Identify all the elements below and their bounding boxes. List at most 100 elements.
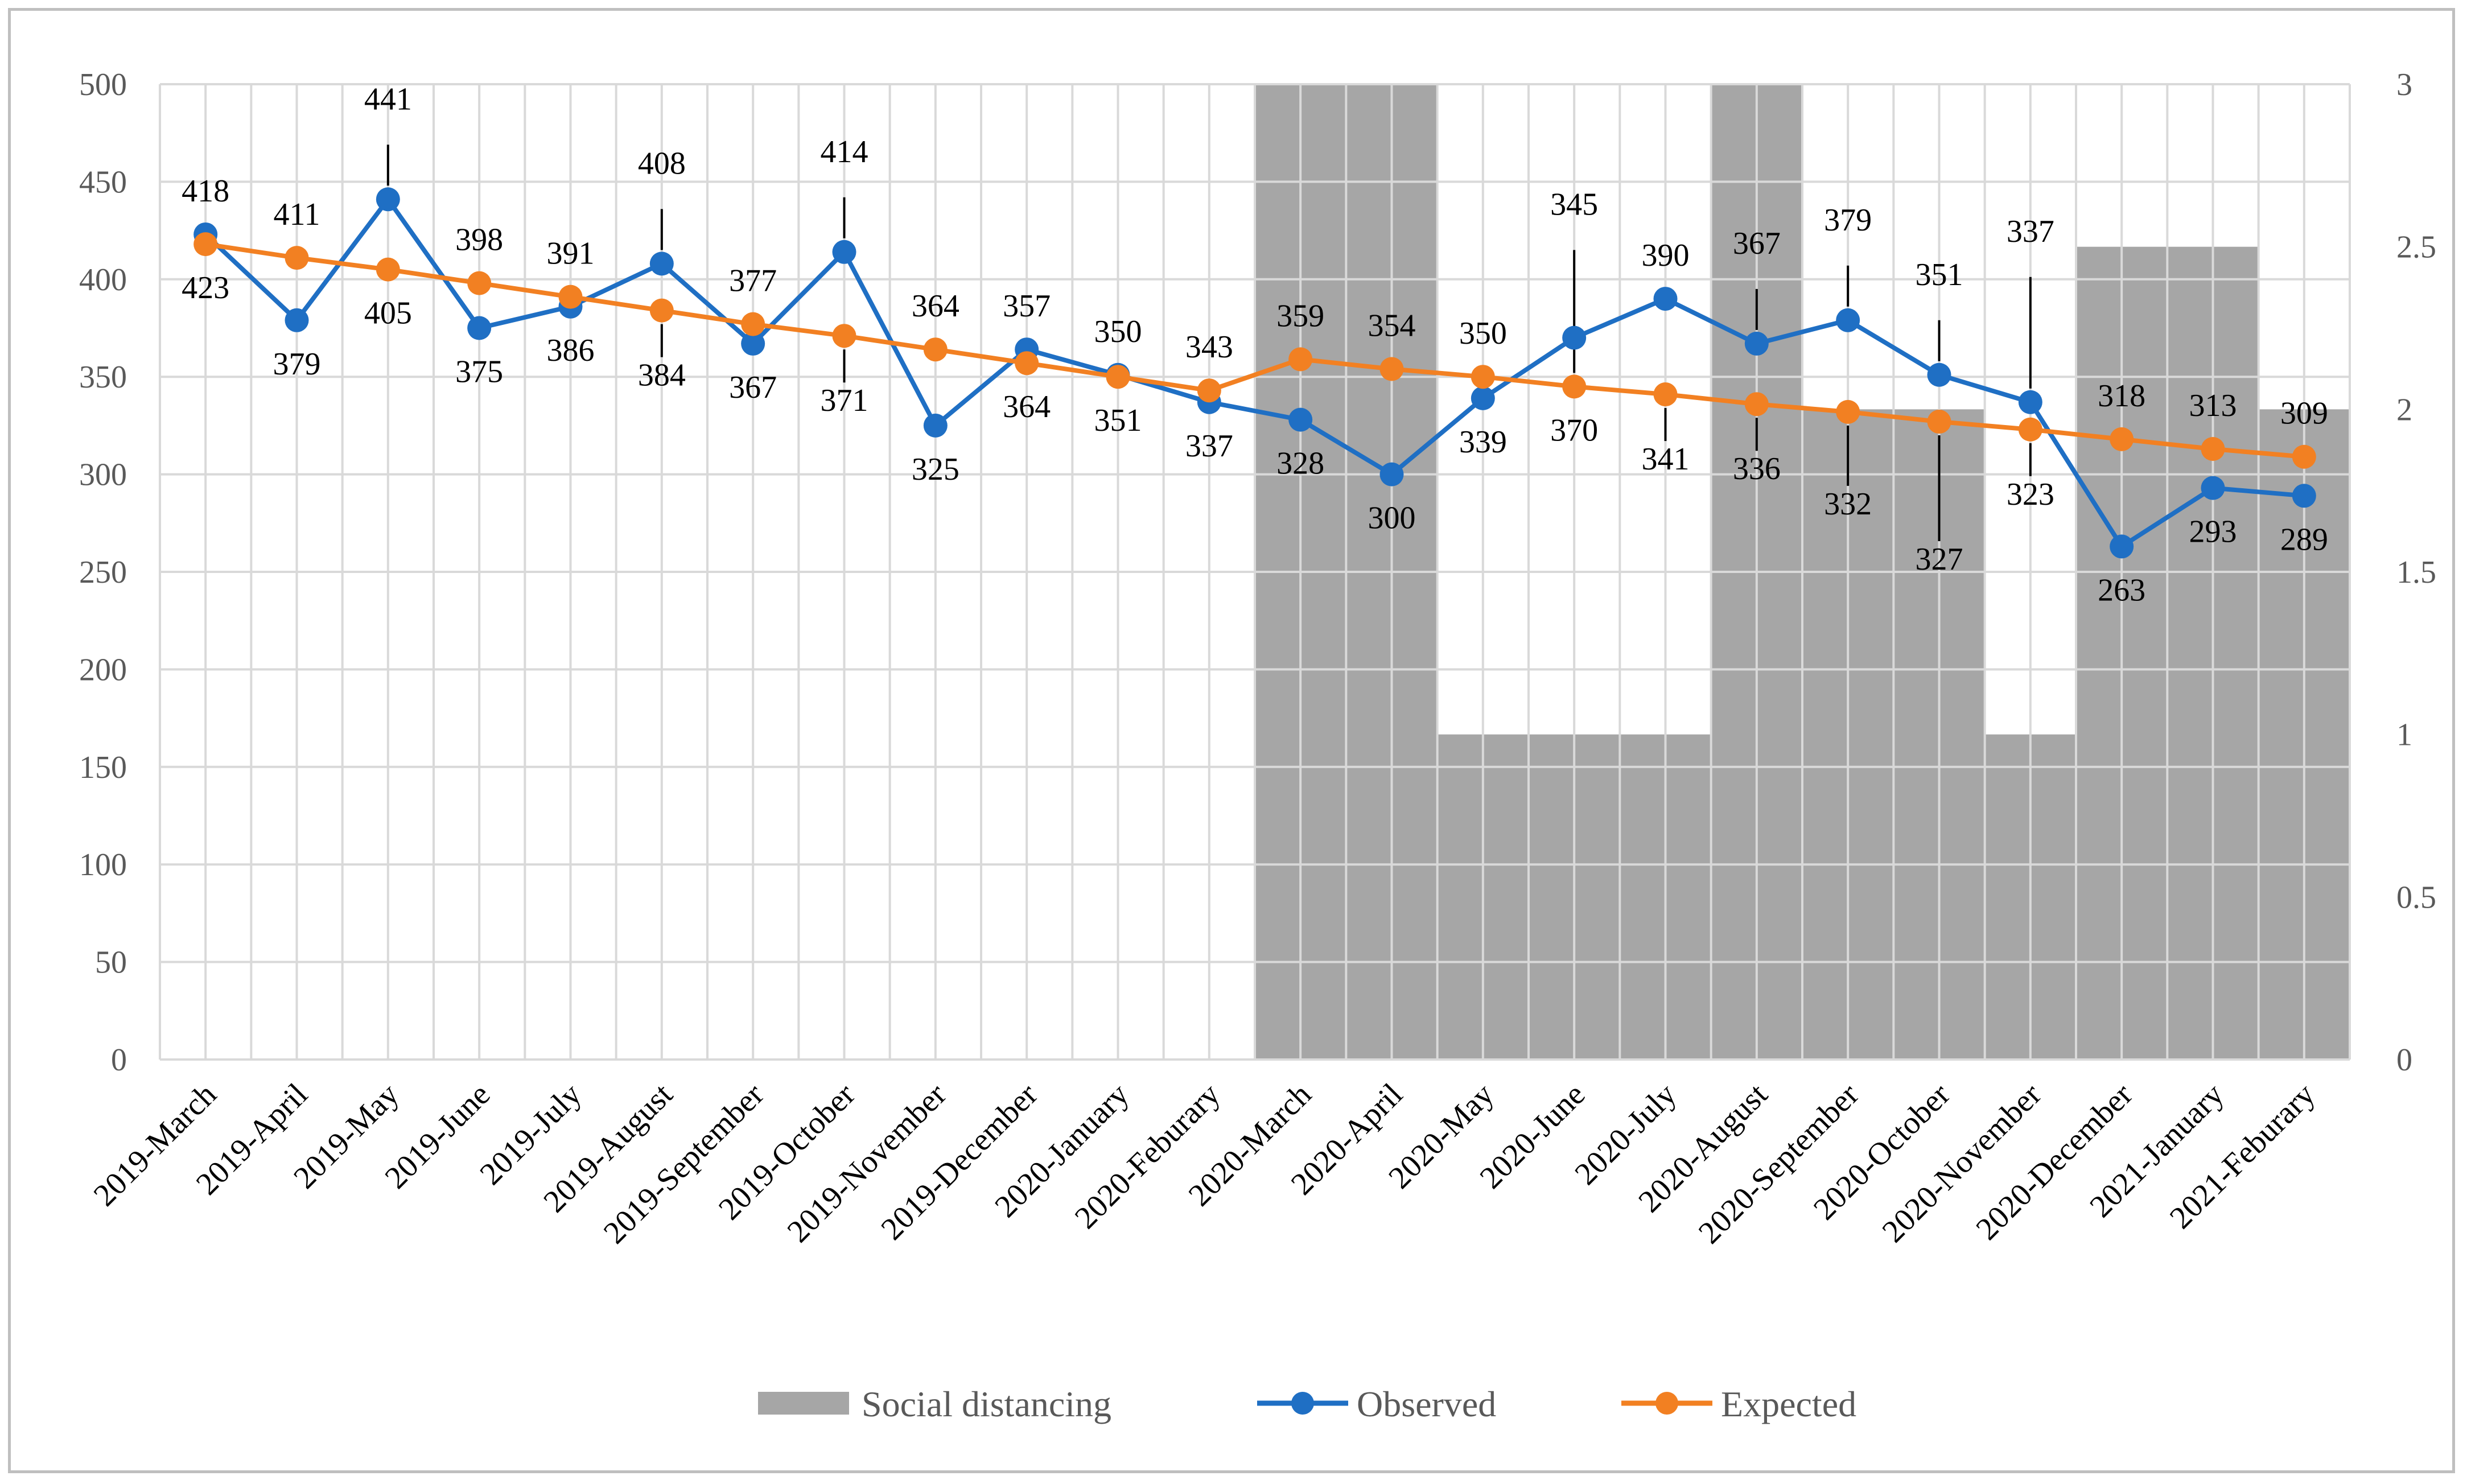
x-tick-label-2020-December: 2020-December xyxy=(1969,1077,2139,1247)
point-observed-2019-October xyxy=(832,240,856,264)
y2-tick-label-2.5: 2.5 xyxy=(2396,230,2436,265)
line-observed xyxy=(204,197,2305,549)
data-label-expected-2019-October: 371 xyxy=(821,383,868,418)
data-label-observed-2020-December: 263 xyxy=(2098,572,2145,608)
data-label-observed-2019-September: 367 xyxy=(729,370,777,405)
x-tick-label-2019-December: 2019-December xyxy=(874,1077,1044,1247)
chart: 0 50 100 150 200 250 300 350 400 450 500 0 0.5 1 1.5 2 2… xyxy=(79,67,2436,1424)
data-label-observed-2019-December: 364 xyxy=(1003,389,1051,424)
point-expected-2020-April xyxy=(1379,357,1404,381)
point-expected-2020-December xyxy=(2110,427,2134,451)
point-expected-2020-September xyxy=(1836,399,1860,424)
data-label-expected-2019-May: 405 xyxy=(364,296,412,331)
data-label-expected-2019-September: 377 xyxy=(729,263,777,299)
point-expected-2020-July xyxy=(1653,382,1678,407)
y-tick-label-500: 500 xyxy=(79,67,127,102)
point-expected-2020-August xyxy=(1744,392,1769,417)
data-label-observed-2020-March: 328 xyxy=(1276,446,1324,481)
data-label-expected-2020-August: 336 xyxy=(1733,451,1781,487)
point-observed-2019-April xyxy=(285,308,309,332)
point-expected-2020-March xyxy=(1288,347,1313,372)
point-observed-2020-August xyxy=(1744,331,1769,356)
point-observed-2020-September xyxy=(1836,308,1860,332)
point-expected-2020-November xyxy=(2018,417,2042,442)
point-expected-2019-June xyxy=(467,271,492,295)
point-expected-2019-July xyxy=(558,285,583,309)
data-label-expected-2020-July: 341 xyxy=(1642,442,1690,477)
point-observed-2020-December xyxy=(2110,534,2134,559)
point-expected-2020-May xyxy=(1471,365,1495,389)
y-tick-label-400: 400 xyxy=(79,262,127,298)
label-leader-lines xyxy=(386,145,2032,542)
data-label-expected-2020-June: 345 xyxy=(1550,187,1598,222)
data-label-observed-2020-August: 367 xyxy=(1733,226,1781,261)
point-observed-2020-July xyxy=(1653,287,1678,311)
point-observed-2020-October xyxy=(1927,362,1951,387)
y-tick-label-100: 100 xyxy=(79,847,127,883)
point-expected-2019-May xyxy=(376,257,400,282)
point-observed-2019-August xyxy=(649,252,674,276)
point-expected-2020-January xyxy=(1106,365,1130,389)
data-label-observed-2020-June: 370 xyxy=(1550,413,1598,448)
data-label-observed-2019-July: 386 xyxy=(547,333,595,368)
data-label-observed-2019-November: 325 xyxy=(912,452,959,487)
data-label-observed-2019-August: 408 xyxy=(638,146,686,181)
data-label-expected-2019-August: 384 xyxy=(638,358,686,393)
data-label-expected-2020-May: 350 xyxy=(1459,316,1507,351)
chart-frame: 0 50 100 150 200 250 300 350 400 450 500 0 0.5 1 1.5 2 2… xyxy=(8,8,2455,1473)
y2-tick-label-1.5: 1.5 xyxy=(2396,555,2436,590)
data-label-observed-2019-March: 423 xyxy=(182,270,229,306)
data-label-expected-2020-November: 323 xyxy=(2007,477,2054,512)
x-tick-label-2019-November: 2019-November xyxy=(781,1077,954,1250)
series-lines xyxy=(193,187,2316,559)
y2-tick-label-3: 3 xyxy=(2396,67,2412,102)
data-label-expected-2020-March: 359 xyxy=(1276,298,1324,333)
data-label-observed-2020-April: 300 xyxy=(1368,501,1416,536)
y-tick-label-0: 0 xyxy=(111,1042,127,1078)
point-expected-2021-January xyxy=(2201,437,2225,461)
data-label-expected-2020-Feburary: 343 xyxy=(1185,329,1233,365)
y2-tick-label-2: 2 xyxy=(2396,392,2412,427)
point-expected-2021-Feburary xyxy=(2292,444,2316,469)
x-tick-label-2020-November: 2020-November xyxy=(1876,1077,2049,1250)
point-expected-2019-October xyxy=(832,324,856,348)
y-tick-label-150: 150 xyxy=(79,750,127,785)
data-label-expected-2020-October: 327 xyxy=(1916,542,1963,577)
legend-swatch-social-distancing xyxy=(758,1392,849,1415)
y-tick-label-250: 250 xyxy=(79,555,127,590)
point-observed-2019-September xyxy=(741,331,765,356)
data-label-observed-2020-July: 390 xyxy=(1642,238,1690,273)
data-labels: 423 379 441 375 386 408 367 414 325 364 351 337 328 3… xyxy=(182,81,2328,608)
point-observed-2021-January xyxy=(2201,476,2225,500)
data-label-observed-2020-Feburary: 337 xyxy=(1185,428,1233,464)
legend-marker-observed xyxy=(1291,1392,1314,1415)
data-label-expected-2019-November: 364 xyxy=(912,288,959,324)
y-tick-label-300: 300 xyxy=(79,457,127,493)
data-label-expected-2020-September: 332 xyxy=(1824,487,1872,522)
data-label-observed-2019-October: 414 xyxy=(821,134,868,170)
point-observed-2019-May xyxy=(376,187,400,212)
point-expected-2019-November xyxy=(923,337,948,362)
point-observed-2019-November xyxy=(923,413,948,438)
point-observed-2020-November xyxy=(2018,390,2042,414)
point-expected-2020-October xyxy=(1927,410,1951,434)
point-expected-2019-September xyxy=(741,312,765,336)
data-label-observed-2020-September: 379 xyxy=(1824,203,1872,238)
data-label-expected-2019-March: 418 xyxy=(182,174,229,209)
data-label-observed-2020-May: 339 xyxy=(1459,424,1507,460)
legend-label-expected: Expected xyxy=(1721,1384,1856,1424)
data-label-observed-2020-November: 337 xyxy=(2007,214,2054,249)
y2-tick-label-0: 0 xyxy=(2396,1042,2412,1078)
x-tick-label-2019-September: 2019-September xyxy=(597,1077,771,1251)
point-observed-2020-May xyxy=(1471,386,1495,410)
legend: Social distancing Observed Expected xyxy=(758,1384,1856,1424)
data-label-expected-2019-December: 357 xyxy=(1003,288,1051,324)
point-expected-2019-March xyxy=(193,232,218,257)
point-expected-2020-June xyxy=(1562,374,1587,399)
legend-label-observed: Observed xyxy=(1357,1384,1496,1424)
data-label-expected-2020-April: 354 xyxy=(1368,308,1416,343)
gridlines xyxy=(159,83,2351,1061)
data-label-expected-2021-Feburary: 309 xyxy=(2280,396,2328,431)
data-label-observed-2019-April: 379 xyxy=(273,347,321,382)
data-label-observed-2019-June: 375 xyxy=(455,354,503,390)
